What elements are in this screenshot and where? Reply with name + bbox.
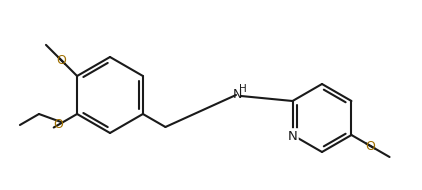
Text: O: O <box>57 54 67 67</box>
Text: N: N <box>288 130 298 142</box>
Text: H: H <box>239 84 247 94</box>
Text: O: O <box>365 139 376 153</box>
Text: O: O <box>53 119 63 131</box>
Text: N: N <box>233 88 242 101</box>
